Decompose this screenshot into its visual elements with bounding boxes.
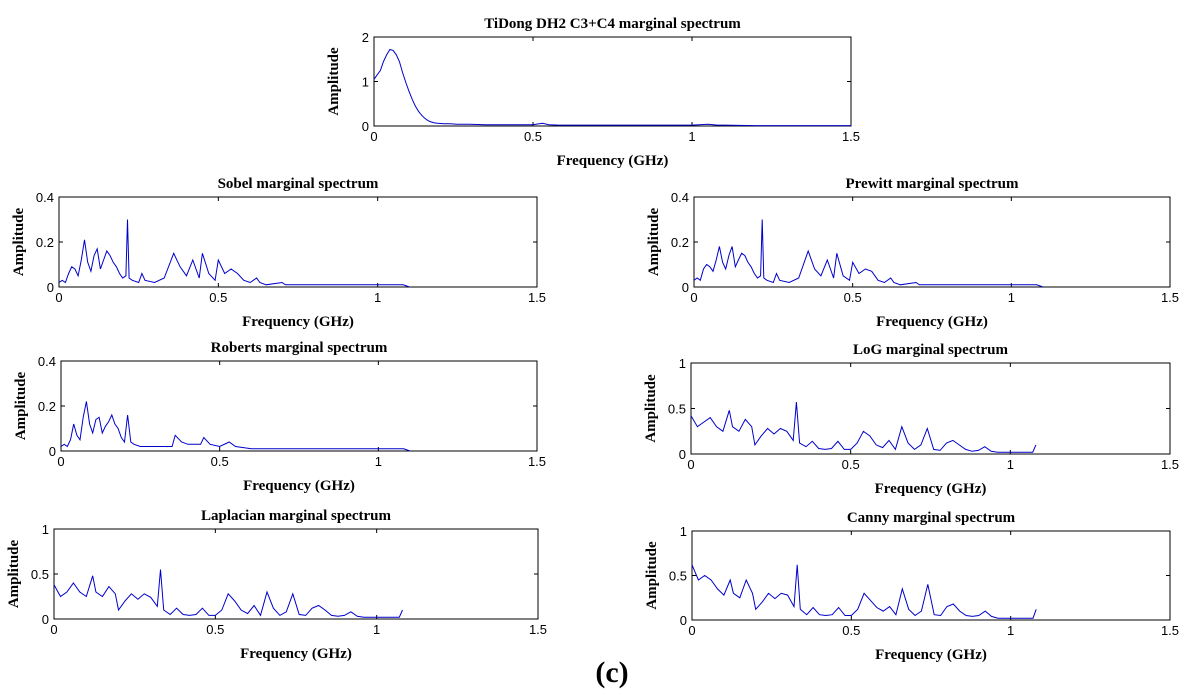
x-tick-label: 0.5 xyxy=(842,623,860,638)
x-tick-label: 0 xyxy=(687,457,694,472)
x-axis-label: Frequency (GHz) xyxy=(240,646,352,662)
y-tick-label: 0.2 xyxy=(671,235,689,250)
y-tick-label: 2 xyxy=(362,30,369,45)
x-tick-label: 0 xyxy=(57,454,64,469)
x-tick-label: 1 xyxy=(1008,290,1015,305)
y-axis-label: Amplitude xyxy=(643,374,659,443)
x-axis-label: Frequency (GHz) xyxy=(876,314,988,330)
series-line xyxy=(58,219,410,288)
x-tick-label: 0 xyxy=(690,290,697,305)
series-line xyxy=(690,402,1037,453)
y-tick-label: 0 xyxy=(362,119,369,134)
x-tick-label: 1 xyxy=(688,129,695,144)
x-tick-label: 1 xyxy=(375,454,382,469)
figure-caption: (c) xyxy=(595,656,628,689)
plot-frame xyxy=(693,196,1171,288)
subplot-6: Laplacian marginal spectrum Frequency (GH… xyxy=(6,508,547,662)
x-axis-label: Frequency (GHz) xyxy=(557,153,669,169)
x-tick-label: 1.5 xyxy=(528,290,546,305)
y-axis-label: Amplitude xyxy=(644,541,660,610)
plot-frame xyxy=(373,36,852,127)
x-tick-label: 0.5 xyxy=(206,622,224,637)
x-axis-label: Frequency (GHz) xyxy=(243,478,355,494)
subplot-2: Sobel marginal spectrum Frequency (GHz) Am… xyxy=(11,176,546,330)
x-axis-label: Frequency (GHz) xyxy=(875,481,987,497)
x-tick-label: 0.5 xyxy=(844,290,862,305)
subplot-7: Canny marginal spectrum Frequency (GHz) Am… xyxy=(644,510,1179,663)
y-tick-label: 0.5 xyxy=(31,567,49,582)
y-tick-label: 0.4 xyxy=(36,190,54,205)
y-tick-label: 0 xyxy=(49,444,56,459)
y-tick-label: 1 xyxy=(42,522,49,537)
y-axis-label: Amplitude xyxy=(326,47,342,116)
x-axis-label: Frequency (GHz) xyxy=(875,647,987,663)
x-tick-label: 1 xyxy=(374,290,381,305)
y-tick-label: 0.5 xyxy=(668,402,686,417)
chart-title: LoG marginal spectrum xyxy=(853,342,1008,358)
y-axis-label: Amplitude xyxy=(13,371,29,440)
chart-title: Laplacian marginal spectrum xyxy=(201,508,392,524)
y-tick-label: 0.4 xyxy=(38,354,56,369)
series-line xyxy=(60,401,411,452)
y-axis-label: Amplitude xyxy=(11,207,27,276)
y-axis-label: Amplitude xyxy=(646,207,662,276)
series-line xyxy=(691,564,1037,619)
chart-title: Prewitt marginal spectrum xyxy=(845,176,1019,192)
x-tick-label: 0 xyxy=(50,622,57,637)
y-tick-label: 0 xyxy=(679,447,686,462)
subplot-4: Roberts marginal spectrum Frequency (GHz)… xyxy=(13,340,546,494)
subplot-1: TiDong DH2 C3+C4 marginal spectrum Freque… xyxy=(326,16,860,169)
x-tick-label: 1 xyxy=(373,622,380,637)
series-line xyxy=(373,48,851,127)
chart-title: Canny marginal spectrum xyxy=(847,510,1016,526)
y-tick-label: 0.4 xyxy=(671,190,689,205)
x-tick-label: 1.5 xyxy=(1161,290,1179,305)
chart-title: Sobel marginal spectrum xyxy=(218,176,379,192)
x-tick-label: 0.5 xyxy=(209,290,227,305)
x-tick-label: 1.5 xyxy=(842,129,860,144)
chart-title: TiDong DH2 C3+C4 marginal spectrum xyxy=(484,16,741,32)
y-tick-label: 1 xyxy=(680,524,687,539)
x-tick-label: 0.5 xyxy=(524,129,542,144)
x-tick-label: 0 xyxy=(688,623,695,638)
series-line xyxy=(693,219,1044,288)
y-tick-label: 1 xyxy=(362,75,369,90)
plot-frame xyxy=(58,196,538,288)
y-tick-label: 0 xyxy=(680,613,687,628)
y-tick-label: 0.5 xyxy=(669,569,687,584)
y-axis-label: Amplitude xyxy=(6,539,22,608)
y-tick-label: 0 xyxy=(47,280,54,295)
y-tick-label: 0 xyxy=(42,612,49,627)
x-tick-label: 0 xyxy=(370,129,377,144)
subplot-5: LoG marginal spectrum Frequency (GHz) Ampl… xyxy=(643,342,1179,497)
x-tick-label: 1 xyxy=(1007,457,1014,472)
y-tick-label: 0.2 xyxy=(36,235,54,250)
x-tick-label: 1.5 xyxy=(1161,457,1179,472)
plot-frame xyxy=(691,530,1171,621)
x-tick-label: 1.5 xyxy=(528,454,546,469)
plot-frame xyxy=(60,360,538,452)
subplot-3: Prewitt marginal spectrum Frequency (GHz)… xyxy=(646,176,1179,330)
chart-title: Roberts marginal spectrum xyxy=(211,340,388,356)
x-tick-label: 1 xyxy=(1007,623,1014,638)
x-tick-label: 1.5 xyxy=(529,622,547,637)
x-axis-label: Frequency (GHz) xyxy=(242,314,354,330)
x-tick-label: 0.5 xyxy=(842,457,860,472)
y-tick-label: 0.2 xyxy=(38,399,56,414)
x-tick-label: 0.5 xyxy=(211,454,229,469)
x-tick-label: 1.5 xyxy=(1161,623,1179,638)
y-tick-label: 0 xyxy=(682,280,689,295)
series-line xyxy=(53,569,403,618)
y-tick-label: 1 xyxy=(679,356,686,371)
x-tick-label: 0 xyxy=(55,290,62,305)
